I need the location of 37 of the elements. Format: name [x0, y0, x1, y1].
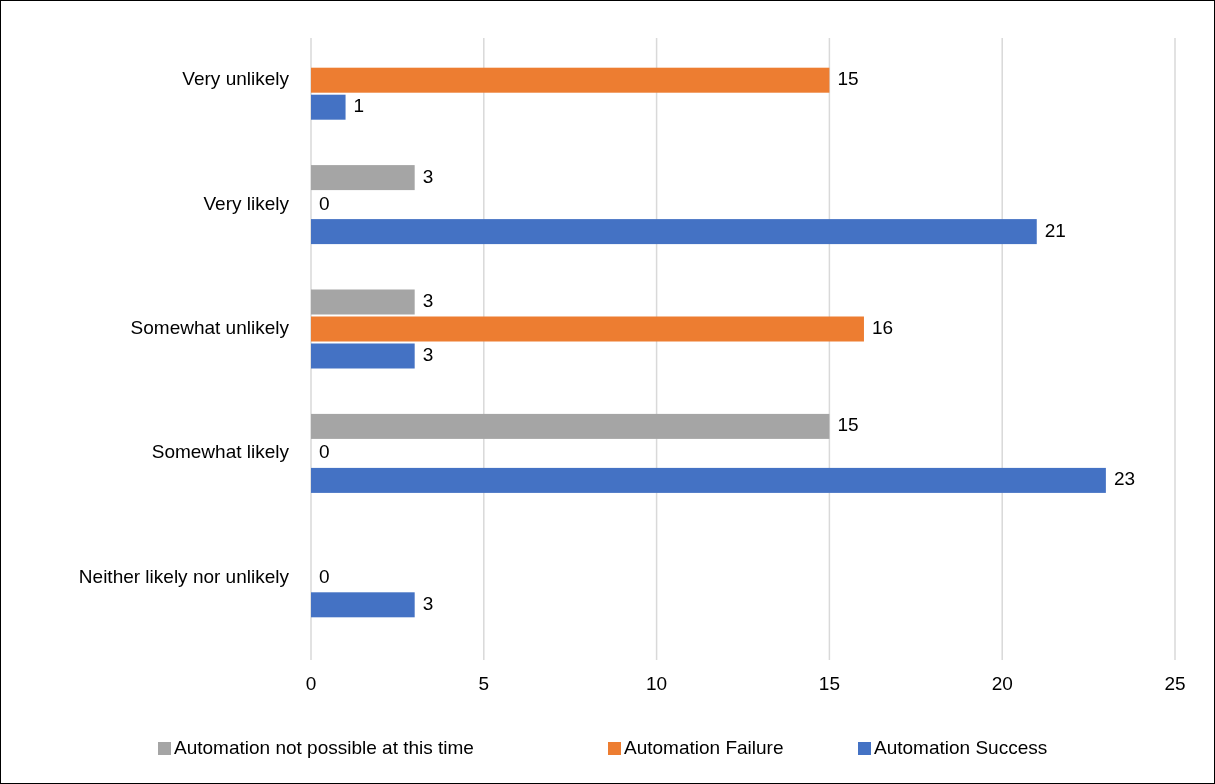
data-label: 3 [422, 165, 434, 187]
bar [311, 289, 415, 315]
data-label: 3 [422, 592, 434, 614]
legend-label: Automation Success [874, 737, 1048, 759]
y-tick-label: Neither likely nor unlikely [78, 565, 290, 587]
data-label: 3 [422, 290, 434, 312]
x-tick-label: 25 [1164, 673, 1186, 694]
data-label: 15 [837, 68, 859, 90]
bar [311, 413, 830, 439]
x-tick-label: 5 [478, 673, 490, 694]
data-label: 21 [1044, 219, 1066, 241]
bar [311, 343, 415, 369]
data-label: 16 [871, 317, 894, 339]
bar [311, 592, 415, 618]
data-label: 23 [1113, 468, 1136, 490]
bar [311, 219, 1037, 245]
data-label: 1 [353, 95, 365, 117]
y-tick-label: Very unlikely [182, 68, 290, 90]
bar [311, 467, 1106, 493]
legend-label: Automation not possible at this time [174, 737, 474, 759]
bar [311, 165, 415, 191]
y-tick-label: Very likely [203, 192, 290, 214]
bar [311, 316, 864, 342]
bar [311, 94, 346, 120]
data-label: 15 [837, 414, 859, 436]
bar [311, 67, 830, 93]
x-tick-label: 20 [991, 673, 1013, 694]
legend-label: Automation Failure [624, 737, 784, 759]
x-tick-label: 10 [646, 673, 668, 694]
x-tick-label: 0 [305, 673, 317, 694]
data-label: 0 [319, 441, 330, 463]
data-label: 0 [319, 565, 330, 587]
x-tick-label: 15 [818, 673, 840, 694]
y-tick-label: Somewhat likely [151, 441, 290, 463]
data-label: 0 [319, 192, 330, 214]
y-tick-label: Somewhat unlikely [130, 317, 290, 339]
data-label: 3 [422, 344, 434, 366]
